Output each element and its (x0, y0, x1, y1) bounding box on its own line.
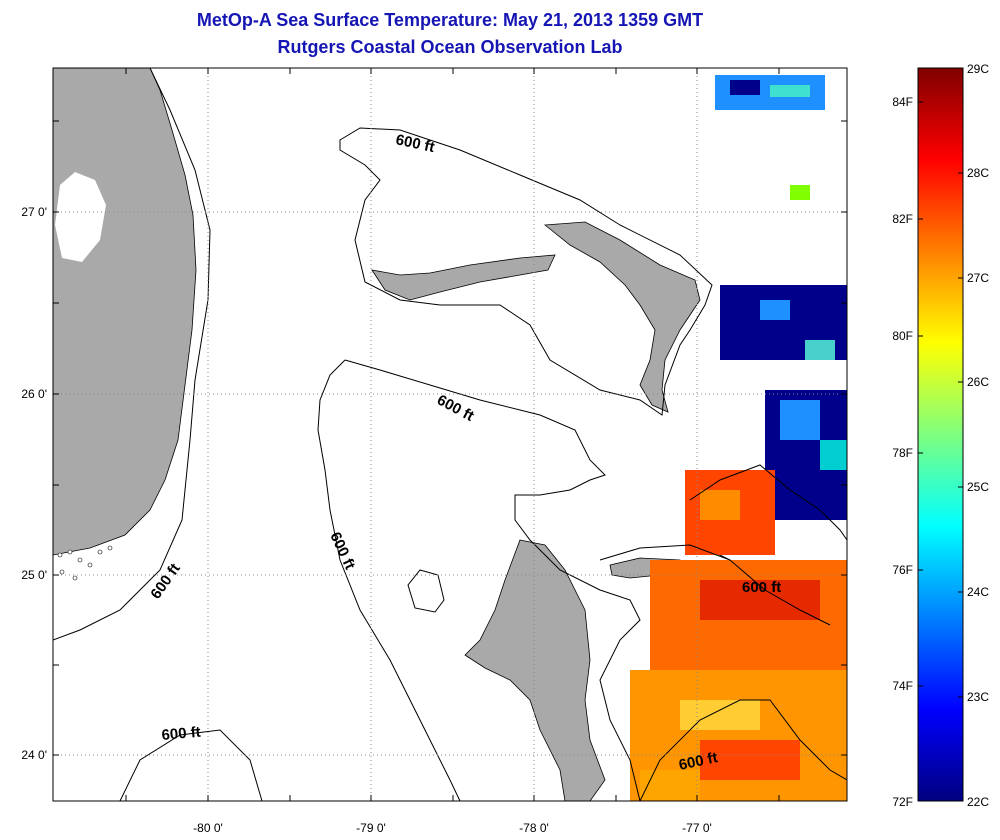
contour-label: 600 ft (742, 579, 781, 596)
colorbar-celsius-label: 24C (967, 585, 989, 599)
latitude-tick-label: 26 0' (21, 387, 47, 401)
colorbar-ticks (918, 67, 963, 802)
lat-lon-grid (53, 68, 847, 801)
colorbar-celsius-label: 29C (967, 62, 989, 76)
colorbar-fahrenheit-label: 74F (892, 679, 913, 693)
contour-label: 600 ft (147, 560, 183, 602)
tick-marks (53, 68, 847, 801)
abaco-island (543, 221, 701, 413)
longitude-tick-label: -77 0' (682, 821, 712, 835)
colorbar-celsius-label: 22C (967, 795, 989, 809)
colorbar-celsius-label: 25C (967, 480, 989, 494)
florida-keys (57, 545, 113, 581)
colorbar-fahrenheit-label: 82F (892, 212, 913, 226)
colorbar-celsius-label: 23C (967, 690, 989, 704)
andros-island (464, 539, 606, 801)
grand-bahama (371, 254, 556, 301)
map-subtitle: Rutgers Coastal Ocean Observation Lab (277, 37, 623, 57)
colorbar-celsius-label: 27C (967, 271, 989, 285)
sst-data-overlay (630, 75, 847, 801)
colorbar-fahrenheit-label: 76F (892, 563, 913, 577)
colorbar-fahrenheit-label: 72F (892, 795, 913, 809)
lake-okeechobee (55, 172, 106, 262)
florida-landmass (53, 68, 197, 556)
colorbar-celsius-label: 26C (967, 375, 989, 389)
latitude-tick-label: 24 0' (21, 748, 47, 762)
colorbar-fahrenheit-label: 80F (892, 329, 913, 343)
colorbar (917, 67, 964, 802)
colorbar-fahrenheit-label: 84F (892, 95, 913, 109)
contour-label: 600 ft (434, 392, 477, 425)
longitude-tick-label: -79 0' (356, 821, 386, 835)
longitude-tick-label: -80 0' (193, 821, 223, 835)
contour-label: 600 ft (326, 530, 358, 573)
map-frame (52, 67, 848, 802)
map-title: MetOp-A Sea Surface Temperature: May 21,… (196, 10, 704, 30)
latitude-tick-label: 27 0' (21, 205, 47, 219)
contour-label: 600 ft (394, 131, 436, 156)
contour-label: 600 ft (161, 724, 202, 744)
colorbar-celsius-label: 28C (967, 166, 989, 180)
latitude-tick-label: 25 0' (21, 568, 47, 582)
isobath-contours (53, 68, 847, 801)
longitude-tick-label: -78 0' (519, 821, 549, 835)
colorbar-fahrenheit-label: 78F (892, 446, 913, 460)
map-area: 600 ft 600 ft 600 ft 600 ft 600 ft 600 f… (53, 68, 847, 801)
